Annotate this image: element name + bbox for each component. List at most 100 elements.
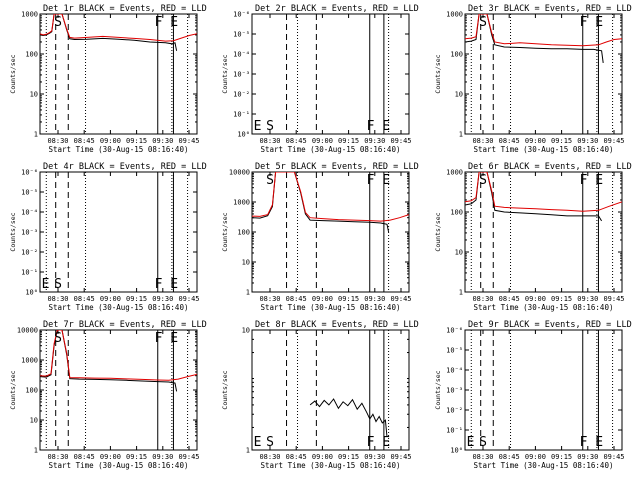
x-tick-label: 09:00 [312,295,333,303]
y-tick-label: 10⁻¹ [21,269,38,277]
x-tick-label: 08:30 [472,453,493,461]
panel-title: Det 9r BLACK = Events, RED = LLD [468,320,632,330]
y-tick-label: 10⁻³ [446,387,463,395]
marker-f: F [580,173,588,188]
y-tick-label: 10⁻⁶ [21,169,38,177]
y-tick-label: 10⁻² [21,249,38,257]
x-tick-label: 08:45 [499,137,520,145]
x-tick-label: 09:45 [390,295,411,303]
x-tick-label: 09:45 [178,453,199,461]
marker-e: E [170,331,178,346]
x-tick-label: 08:30 [472,137,493,145]
panel-1: Det 1r BLACK = Events, RED = LLD 1 10 100 10… [9,4,207,154]
x-tick-label: 09:45 [390,453,411,461]
marker-s: S [266,173,274,188]
y-tick-label: 1000 [21,357,38,365]
y-tick-label: 10⁻⁴ [21,209,38,217]
marker-e: E [595,15,603,30]
y-tick-label: 100 [450,209,463,217]
x-tick-label: 09:30 [577,295,598,303]
x-tick-label: 09:00 [100,453,121,461]
marker-e: E [170,277,178,292]
x-tick-label: 08:45 [286,453,307,461]
y-tick-label: 10000 [229,169,250,177]
y-axis-label: Counts/sec [434,54,442,93]
y-tick-label: 10 [30,417,38,425]
y-tick-label: 10 [30,91,38,99]
plot-frame [251,171,410,293]
x-tick-label: 08:30 [259,453,280,461]
panel-title: Det 3r BLACK = Events, RED = LLD [468,4,632,14]
panel-title: Det 4r BLACK = Events, RED = LLD [43,162,207,172]
marker-s: S [266,119,274,134]
panel-7: Det 7r BLACK = Events, RED = LLD 1 10 100 10… [9,320,207,470]
y-tick-label: 1000 [446,11,463,19]
x-tick-label: 08:30 [47,295,68,303]
plot-frame [251,329,410,451]
x-tick-label: 09:15 [338,453,359,461]
y-axis-label: Counts/sec [9,212,17,251]
series-events-line [252,172,390,233]
x-tick-label: 09:30 [577,137,598,145]
marker-e: E [467,435,475,450]
marker-e: E [595,173,603,188]
x-tick-label: 08:45 [286,137,307,145]
x-axis-label: Start Time (30-Aug-15 08:16:40) [474,461,614,470]
x-tick-label: 08:30 [47,453,68,461]
x-tick-label: 09:00 [100,295,121,303]
y-axis-label: Counts/sec [221,212,229,251]
panel-3: Det 3r BLACK = Events, RED = LLD 1 10 100 10… [434,4,632,154]
y-tick-label: 1 [246,447,250,455]
y-tick-label: 10⁻⁶ [446,327,463,335]
marker-f: F [155,15,163,30]
marker-s: S [479,173,487,188]
y-tick-label: 10⁻¹ [446,427,463,435]
y-tick-label: 10000 [17,327,38,335]
marker-f: F [367,173,375,188]
x-axis-label: Start Time (30-Aug-15 08:16:40) [261,303,401,312]
y-tick-label: 10 [455,249,463,257]
y-tick-label: 10⁻⁵ [233,31,250,39]
panel-title: Det 7r BLACK = Events, RED = LLD [43,320,207,330]
y-tick-label: 100 [25,51,38,59]
plot-frame [251,13,410,135]
marker-s: S [54,15,62,30]
x-axis-label: Start Time (30-Aug-15 08:16:40) [49,145,189,154]
x-tick-label: 09:45 [603,453,624,461]
x-tick-label: 09:30 [577,453,598,461]
y-axis-label: Counts/sec [9,54,17,93]
y-tick-label: 10⁻³ [233,71,250,79]
x-tick-label: 08:30 [259,137,280,145]
x-tick-label: 08:45 [74,295,95,303]
y-tick-label: 10 [242,259,250,267]
x-axis-label: Start Time (30-Aug-15 08:16:40) [474,303,614,312]
series-lld-line [465,14,622,47]
marker-s: S [479,435,487,450]
marker-e: E [170,15,178,30]
marker-f: F [367,435,375,450]
marker-e: E [254,119,262,134]
x-tick-label: 09:15 [338,137,359,145]
x-tick-label: 09:15 [126,295,147,303]
marker-f: F [580,15,588,30]
y-axis-label: Counts/sec [434,212,442,251]
marker-e: E [382,435,390,450]
marker-f: F [155,277,163,292]
x-tick-label: 09:15 [126,453,147,461]
x-tick-label: 09:15 [338,295,359,303]
x-tick-label: 09:45 [178,137,199,145]
x-tick-label: 09:00 [525,295,546,303]
x-tick-label: 09:45 [603,137,624,145]
panel-title: Det 5r BLACK = Events, RED = LLD [255,162,419,172]
x-axis-label: Start Time (30-Aug-15 08:16:40) [49,303,189,312]
series-lld-line [465,172,622,212]
x-tick-label: 09:45 [390,137,411,145]
x-tick-label: 08:30 [472,295,493,303]
y-tick-label: 10⁰ [237,131,250,139]
y-tick-label: 1000 [21,11,38,19]
panel-8: Det 8r BLACK = Events, RED = LLD 1 10 08:30… [221,320,419,470]
y-axis-label: Counts/sec [9,370,17,409]
x-tick-label: 08:30 [47,137,68,145]
x-tick-label: 09:30 [364,137,385,145]
